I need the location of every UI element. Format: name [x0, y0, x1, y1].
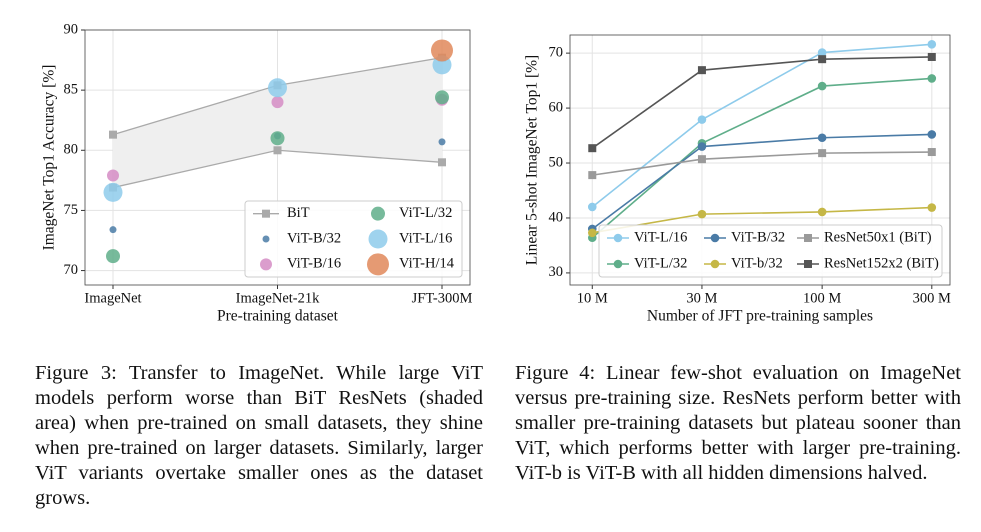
point	[271, 96, 284, 109]
legend-marker	[262, 209, 270, 218]
x-tick-label: 10 M	[577, 290, 608, 306]
point	[103, 182, 123, 202]
legend-marker	[368, 229, 388, 249]
point	[106, 249, 120, 264]
legend-label: ResNet152x2 (BiT)	[824, 255, 939, 271]
plot-frame	[84, 29, 471, 286]
point	[927, 52, 936, 61]
x-tick-label: ImageNet	[84, 290, 141, 306]
point	[268, 78, 287, 98]
point	[697, 66, 706, 75]
point	[431, 39, 453, 62]
point	[817, 81, 827, 91]
point	[927, 203, 937, 212]
x-tick-label: ImageNet-21k	[236, 290, 320, 306]
x-tick-label: 300 M	[913, 290, 951, 306]
legend-label: ViT-L/32	[634, 255, 687, 271]
point	[107, 169, 119, 182]
y-tick-label: 60	[549, 99, 564, 115]
point	[697, 142, 707, 151]
point	[697, 155, 706, 164]
point	[587, 202, 597, 212]
series-line	[591, 133, 932, 230]
legend-marker	[710, 233, 720, 243]
legend-box	[598, 224, 943, 278]
shaded-area	[113, 57, 442, 188]
y-axis-title: Linear 5-shot ImageNet Top1 [%]	[524, 55, 541, 265]
y-tick-label: 50	[549, 154, 564, 170]
caption: Figure 3: Transfer to ImageNet. While la…	[35, 362, 483, 509]
series-line	[591, 43, 932, 208]
x-tick-label: 100 M	[803, 290, 841, 306]
y-tick-label: 70	[549, 44, 564, 60]
point	[817, 48, 827, 57]
legend-label: ViT-B/16	[287, 256, 341, 272]
x-tick-label: JFT-300M	[412, 290, 473, 306]
point	[109, 226, 117, 234]
point	[927, 40, 937, 49]
y-tick-label: 30	[549, 264, 564, 280]
legend-marker	[804, 234, 812, 242]
point	[587, 228, 597, 238]
y-tick-label: 85	[64, 81, 79, 97]
legend-label: ViT-b/32	[731, 255, 783, 271]
square-marker	[109, 130, 117, 139]
point	[270, 131, 285, 146]
legend-label: ViT-B/32	[731, 229, 785, 245]
legend-marker	[613, 233, 623, 243]
point	[927, 148, 936, 157]
x-axis-title: Pre-training dataset	[217, 308, 339, 325]
y-tick-label: 75	[64, 202, 79, 218]
caption: Figure 4: Linear few-shot evaluation on …	[515, 362, 961, 484]
legend-label: ResNet50x1 (BiT)	[824, 229, 932, 245]
legend-label: BiT	[287, 205, 310, 221]
legend-marker	[804, 260, 812, 268]
y-tick-label: 90	[64, 21, 79, 37]
legend-box	[244, 200, 463, 278]
series-line	[592, 206, 932, 234]
legend-label: ViT-L/32	[399, 205, 452, 221]
series-line	[591, 77, 932, 239]
series-line	[592, 151, 932, 176]
point	[697, 115, 707, 124]
legend-label: ViT-H/14	[399, 256, 455, 272]
square-marker	[273, 146, 282, 155]
y-tick-label: 70	[64, 262, 79, 278]
x-tick-label: 30 M	[686, 290, 717, 306]
point	[817, 133, 827, 143]
y-tick-label: 40	[549, 209, 564, 225]
legend-marker	[710, 259, 720, 269]
point	[588, 171, 597, 180]
point	[818, 55, 827, 64]
point	[588, 144, 597, 153]
point	[817, 207, 827, 217]
plot-frame	[569, 34, 951, 286]
point	[697, 209, 707, 219]
x-axis-title: Number of JFT pre-training samples	[647, 308, 873, 325]
point	[435, 90, 449, 105]
point	[818, 149, 827, 158]
legend-label: ViT-L/16	[399, 230, 452, 246]
legend-marker	[260, 258, 272, 271]
y-axis-title: ImageNet Top1 Accuracy [%]	[41, 65, 58, 251]
point	[927, 74, 937, 83]
figures: 70 75 80 85 90 ImageNet ImageNet-21k JFT-300M Pr…	[41, 21, 951, 325]
y-tick-label: 80	[64, 142, 79, 158]
point	[927, 130, 937, 139]
legend-marker	[367, 253, 389, 276]
square-marker	[438, 158, 446, 167]
legend-label: ViT-L/16	[634, 229, 687, 245]
point	[438, 138, 446, 146]
legend-marker	[371, 206, 385, 221]
legend-marker	[262, 235, 270, 243]
legend-label: ViT-B/32	[287, 230, 341, 246]
series-line	[591, 56, 932, 149]
legend-marker	[613, 259, 623, 269]
